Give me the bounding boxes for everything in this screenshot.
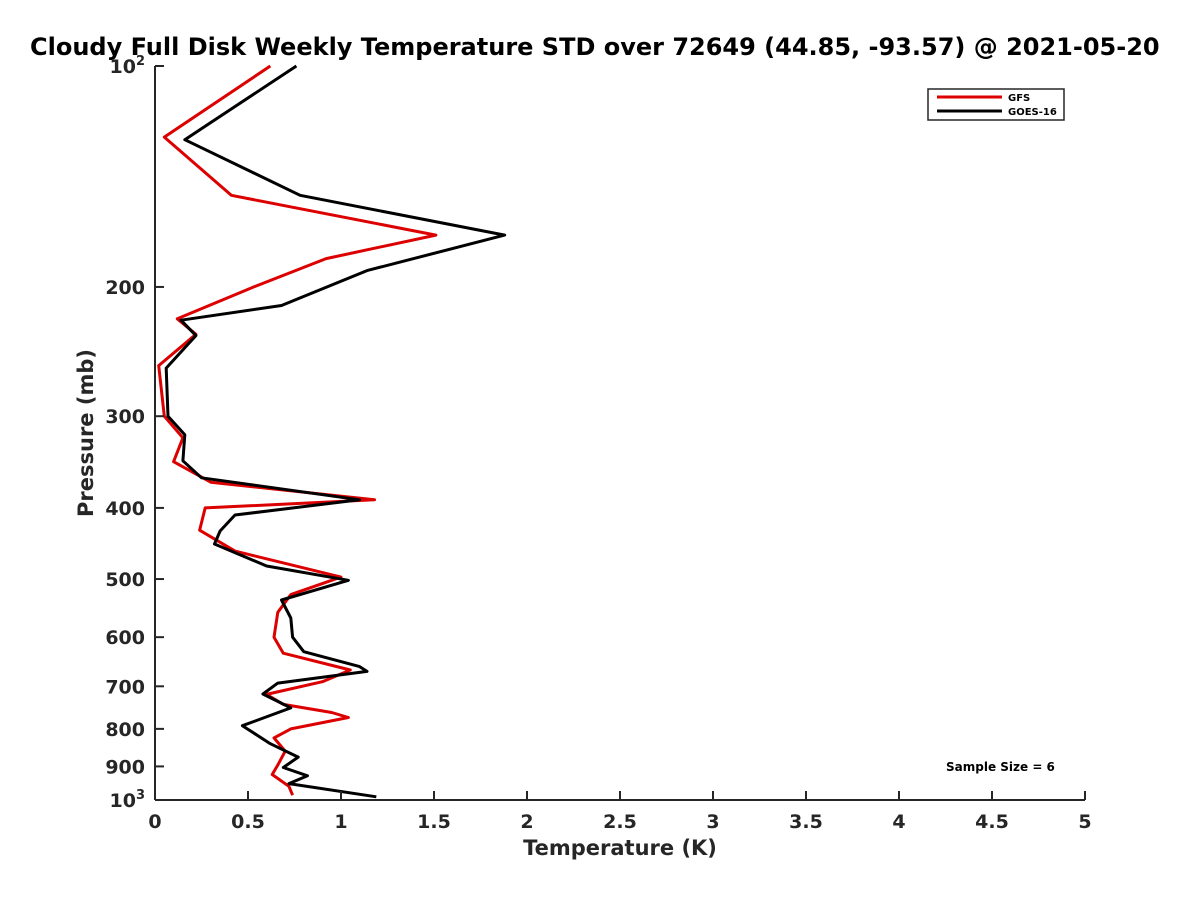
x-tick-label: 2 — [520, 811, 533, 833]
legend-label-goes16: GOES-16 — [1008, 107, 1057, 118]
y-tick-label: 300 — [105, 406, 145, 428]
legend-box — [927, 88, 1065, 121]
x-tick-label: 1.5 — [417, 811, 451, 833]
y-tick-label: 800 — [105, 719, 145, 741]
plot-area — [157, 64, 507, 799]
legend-label-gfs: GFS — [1008, 93, 1030, 104]
y-axis-label: Pressure (mb) — [74, 349, 98, 517]
x-tick-label: 3.5 — [789, 811, 823, 833]
x-tick-label: 4.5 — [975, 811, 1009, 833]
x-tick-label: 2.5 — [603, 811, 637, 833]
y-tick-label: 400 — [105, 498, 145, 520]
y-tick-label: 600 — [105, 627, 145, 649]
y-tick-label: 200 — [105, 277, 145, 299]
y-tick-label: 900 — [105, 756, 145, 778]
y-ticks: 102 200 300 400 500 600 700 800 900 103 — [105, 54, 164, 812]
x-tick-label: 4 — [892, 811, 905, 833]
chart-title: Cloudy Full Disk Weekly Temperature STD … — [30, 33, 1160, 61]
series-line-goes-16 — [164, 64, 507, 799]
y-tick-label: 102 — [110, 54, 146, 78]
y-tick-label: 500 — [105, 569, 145, 591]
sample-size-annotation: Sample Size = 6 — [946, 760, 1055, 774]
y-tick-label: 103 — [110, 788, 146, 812]
series-line-gfs — [157, 64, 438, 796]
y-tick-label: 700 — [105, 676, 145, 698]
axes — [154, 66, 1085, 801]
x-tick-label: 3 — [706, 811, 719, 833]
legend: GFS GOES-16 — [927, 88, 1065, 121]
x-tick-label: 1 — [334, 811, 347, 833]
x-tick-label: 0 — [148, 811, 161, 833]
x-ticks: 0 0.5 1 1.5 2 2.5 3 3.5 4 4.5 5 — [148, 791, 1092, 833]
x-tick-label: 0.5 — [231, 811, 265, 833]
x-axis-label: Temperature (K) — [523, 836, 717, 860]
x-tick-label: 5 — [1078, 811, 1091, 833]
